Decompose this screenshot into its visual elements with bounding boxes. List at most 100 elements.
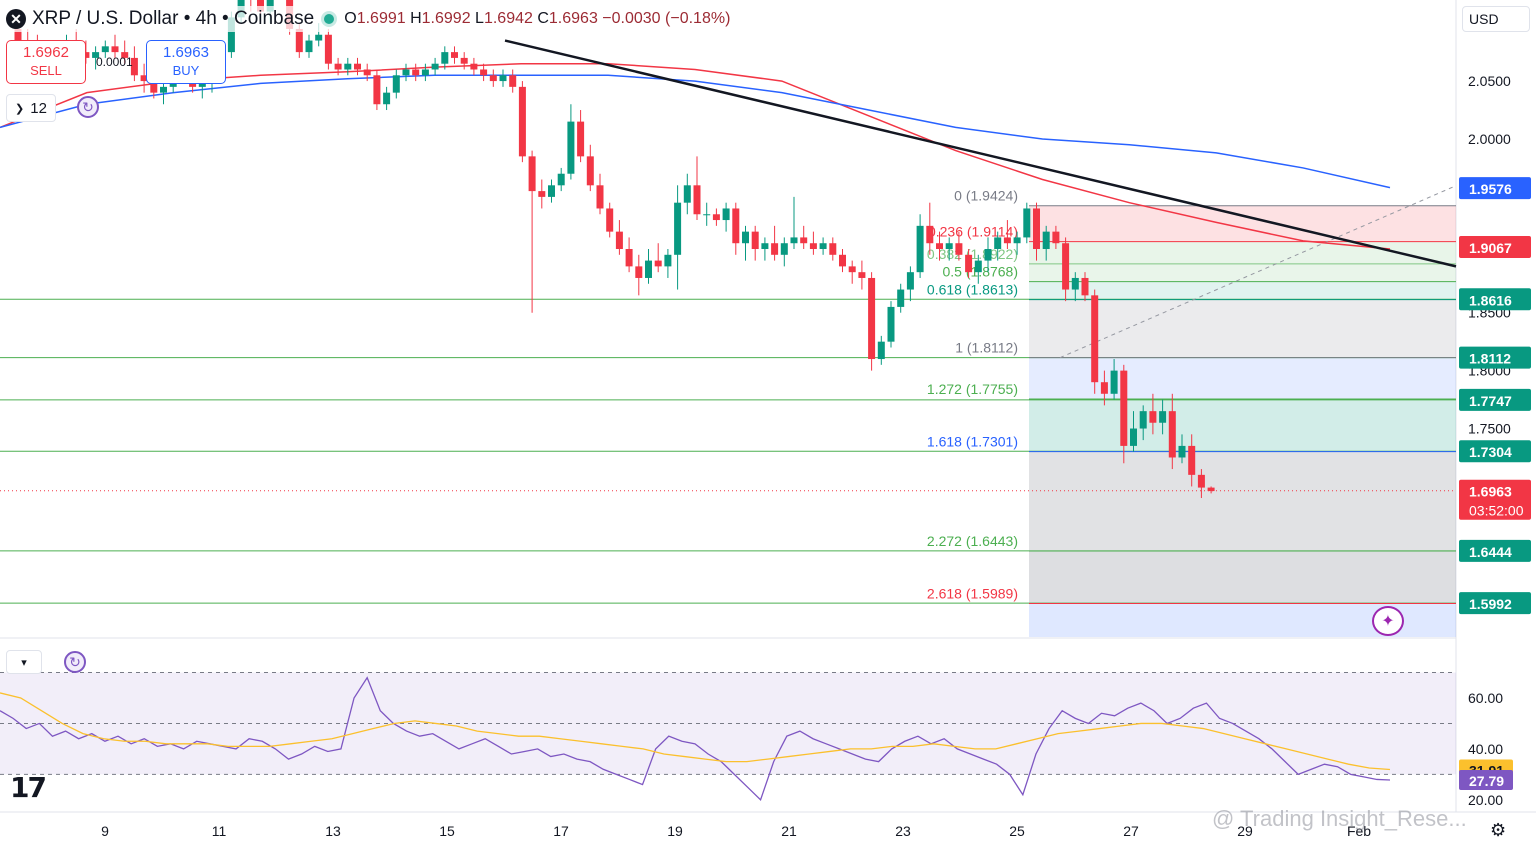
- candle-body: [1159, 411, 1167, 423]
- currency-label: USD: [1469, 11, 1499, 27]
- fib-zone: [1029, 263, 1456, 282]
- time-axis-tick: 21: [781, 823, 797, 839]
- candle-body: [295, 28, 303, 53]
- candle-body: [567, 121, 575, 174]
- rsi-sync-icon[interactable]: ↻: [64, 651, 86, 673]
- buy-label: BUY: [172, 63, 200, 78]
- candle-body: [625, 249, 633, 267]
- price-axis-tick: 1.7500: [1468, 421, 1511, 437]
- candle-body: [363, 69, 371, 76]
- candle-body: [887, 306, 895, 342]
- countdown-label: 03:52:00: [1469, 503, 1524, 519]
- candle-body: [470, 63, 478, 70]
- candle-body: [800, 237, 808, 244]
- fib-zone: [1029, 550, 1456, 604]
- candle-body: [412, 69, 420, 76]
- indicators-toggle-button[interactable]: ❯ 12: [6, 94, 56, 122]
- settings-gear-icon[interactable]: ⚙: [1490, 820, 1507, 840]
- price-tag: [1459, 440, 1531, 463]
- candle-body: [606, 208, 614, 232]
- candle-body: [1013, 237, 1021, 244]
- price-tag-label: 1.6444: [1469, 544, 1512, 560]
- candle-body: [897, 289, 905, 307]
- candle-body: [14, 28, 22, 41]
- candle-body: [1071, 277, 1079, 290]
- assistant-spark-icon[interactable]: ✦: [1372, 606, 1404, 636]
- watermark-text: @ Trading Insight_Rese...: [1212, 806, 1467, 831]
- candle-body: [751, 231, 759, 250]
- price-tag-label: 1.8616: [1469, 292, 1512, 308]
- candle-body: [936, 243, 943, 250]
- price-tag: [1459, 177, 1531, 200]
- price-tag: [1459, 388, 1531, 411]
- currency-select[interactable]: USD: [1462, 6, 1530, 32]
- candle-body: [839, 254, 846, 267]
- time-axis-tick: 25: [1009, 823, 1025, 839]
- rsi-line: [0, 676, 1391, 801]
- price-tag: [1459, 479, 1531, 520]
- rsi-axis-tick: 60.00: [1468, 690, 1503, 706]
- candle-body: [819, 243, 827, 250]
- time-axis-tick: 15: [439, 823, 455, 839]
- price-tag-label: 1.6963: [1469, 484, 1512, 500]
- fib-zone: [1029, 281, 1456, 300]
- sync-icon[interactable]: ↻: [77, 96, 99, 118]
- price-tag-label: 1.7304: [1469, 444, 1512, 460]
- candle-body: [965, 254, 973, 273]
- chevron-down-icon: ❯: [15, 102, 25, 115]
- price-axis-tick: 2.0500: [1468, 73, 1511, 89]
- tradingview-logo-icon: 17: [10, 771, 47, 804]
- candle-body: [538, 191, 546, 197]
- candle-body: [635, 266, 643, 278]
- price-tag: [1459, 346, 1531, 369]
- candle-body: [101, 46, 109, 53]
- candle-body: [451, 52, 458, 58]
- time-axis-tick: Feb: [1347, 823, 1371, 839]
- candle-body: [421, 69, 429, 76]
- time-axis-tick: 23: [895, 823, 911, 839]
- buy-button[interactable]: 1.6963 BUY: [146, 40, 226, 84]
- rsi-axis-tick: 20.00: [1468, 792, 1503, 808]
- candle-body: [121, 52, 129, 58]
- candle-body: [324, 34, 332, 64]
- rsi-collapse-button[interactable]: ▾: [6, 650, 42, 674]
- candle-body: [130, 57, 138, 76]
- candle-body: [974, 260, 982, 273]
- sell-label: SELL: [30, 63, 62, 78]
- change-readout: −0.0030 (−0.18%): [602, 10, 731, 27]
- candle-body: [441, 52, 449, 64]
- candle-body: [809, 243, 817, 250]
- candle-body: [1023, 208, 1031, 238]
- rsi-value-tag: [1459, 769, 1513, 790]
- price-tag: [1459, 288, 1531, 311]
- candle-body: [1130, 428, 1137, 446]
- candle-body: [703, 214, 711, 216]
- candle-body: [683, 185, 691, 203]
- candle-body: [722, 208, 730, 221]
- candle-body: [354, 63, 361, 70]
- fib-zone: [1029, 299, 1456, 358]
- candle-body: [674, 202, 682, 255]
- rsi-ma-line: [0, 692, 1391, 771]
- symbol-title[interactable]: XRP / U.S. Dollar • 4h • Coinbase: [32, 8, 315, 29]
- candle-body: [1100, 382, 1108, 394]
- rsi-value-tag-label: 27.79: [1469, 773, 1504, 789]
- time-axis-tick: 17: [553, 823, 569, 839]
- candle-body: [586, 156, 594, 186]
- price-tag-label: 1.9067: [1469, 240, 1512, 256]
- fib-level-label: 0.236 (1.9114): [928, 224, 1018, 240]
- price-tag-label: 1.9576: [1469, 181, 1512, 197]
- fib-level-label: 1.272 (1.7755): [927, 381, 1018, 397]
- ema-slow-line: [0, 74, 1391, 189]
- candle-body: [140, 75, 148, 82]
- sell-button[interactable]: 1.6962 SELL: [6, 40, 86, 84]
- candle-body: [742, 231, 749, 244]
- candle-body: [712, 214, 720, 221]
- spread-value: 0.0001: [96, 55, 133, 69]
- candle-body: [1062, 243, 1070, 290]
- chart-header: ✕ XRP / U.S. Dollar • 4h • Coinbase O1.6…: [6, 6, 731, 32]
- candle-body: [868, 277, 876, 360]
- candle-body: [111, 46, 119, 53]
- candle-body: [1178, 445, 1186, 458]
